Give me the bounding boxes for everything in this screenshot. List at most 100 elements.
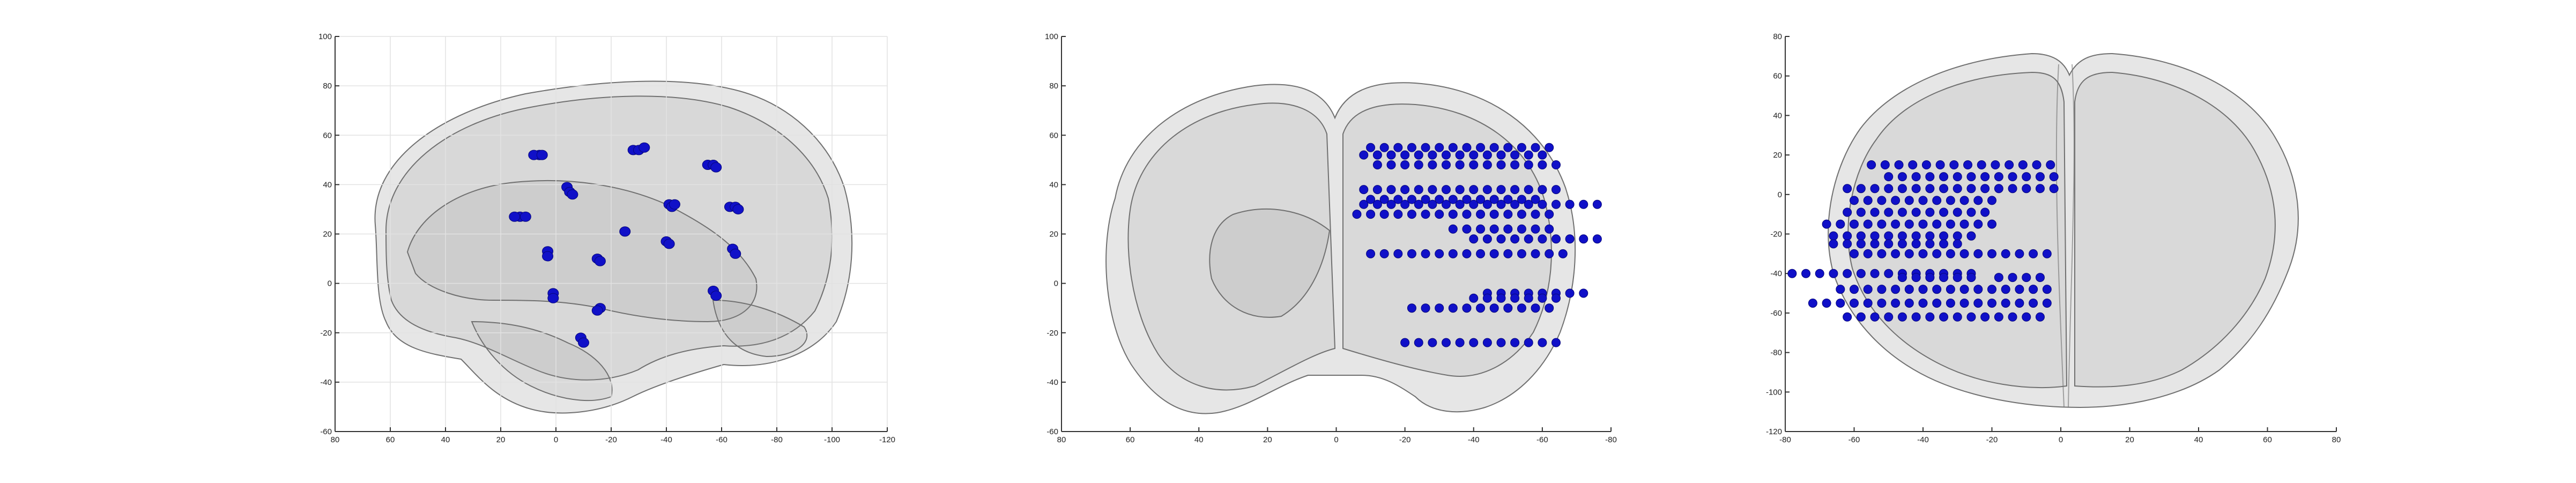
sagittal-electrode-point	[639, 142, 650, 153]
coronal-electrode-point	[1565, 288, 1575, 298]
coronal-electrode-point	[1469, 150, 1479, 160]
sagittal-electrode-point	[710, 291, 722, 301]
coronal-electrode-point	[1469, 160, 1479, 170]
coronal-electrode-point	[1372, 160, 1382, 170]
axial-electrode-point	[1822, 219, 1831, 229]
coronal-electrode-point	[1524, 199, 1533, 209]
coronal-electrode-point	[1517, 195, 1526, 204]
coronal-electrode-point	[1442, 338, 1451, 347]
axial-axes-frame	[1785, 36, 2337, 432]
axial-electrode-point	[2005, 160, 2014, 170]
axial-electrode-point	[2035, 273, 2045, 283]
axial-electrode-point	[1991, 160, 2000, 170]
axial-electrode-point	[1836, 219, 1845, 229]
axial-electrode-point	[2035, 184, 2045, 194]
axial-electrode-point	[1966, 207, 1976, 217]
sagittal-y-tick-label: 60	[323, 131, 332, 140]
sagittal-electrode-point	[732, 204, 744, 214]
axial-electrode-point	[1843, 312, 1852, 322]
coronal-electrode-point	[1400, 160, 1410, 170]
sagittal-y-tick-label: 40	[323, 180, 332, 189]
coronal-electrode-point	[1366, 195, 1376, 204]
axial-electrode-point	[1911, 239, 1921, 249]
coronal-electrode-point	[1442, 160, 1451, 170]
coronal-y-tick-label: -60	[1046, 427, 1058, 436]
axial-electrode-point	[1870, 239, 1880, 249]
axial-electrode-point	[1939, 172, 1949, 182]
axial-electrode-point	[1884, 184, 1894, 194]
axial-electrode-point	[1953, 172, 1962, 182]
axial-electrode-point	[2001, 298, 2010, 308]
axial-view-panel: -80 -60 -40 -20 0 20 40 60 80 -120-100-80-60-40-…	[1766, 32, 2341, 444]
axial-electrode-point	[2032, 160, 2042, 170]
coronal-y-tick-label: -40	[1046, 378, 1058, 387]
axial-electrode-point	[1973, 219, 1983, 229]
axial-electrode-point	[1863, 249, 1873, 258]
coronal-electrode-point	[1565, 234, 1575, 244]
coronal-electrode-point	[1462, 195, 1472, 204]
axial-electrode-point	[1932, 249, 1942, 258]
axial-electrode-point	[1867, 160, 1876, 170]
coronal-electrode-point	[1510, 234, 1520, 244]
coronal-electrode-point	[1455, 185, 1465, 195]
coronal-electrode-point	[1538, 199, 1547, 209]
axial-x-tick-labels: -80 -60 -40 -20 0 20 40 60 80	[1779, 435, 2341, 444]
sagittal-y-tick-label: 0	[328, 279, 332, 288]
axial-electrode-point	[1897, 184, 1907, 194]
axial-electrode-point	[2042, 249, 2052, 258]
axial-electrode-point	[1850, 219, 1859, 229]
coronal-electrode-point	[1393, 195, 1403, 204]
axial-electrode-point	[1880, 160, 1890, 170]
coronal-electrode-point	[1428, 185, 1437, 195]
coronal-electrode-point	[1545, 210, 1554, 219]
coronal-electrode-point	[1565, 199, 1575, 209]
coronal-electrode-point	[1551, 185, 1561, 195]
axial-electrode-point	[1939, 273, 1949, 283]
axial-electrode-point	[1973, 249, 1983, 258]
coronal-electrode-point	[1428, 160, 1437, 170]
axial-electrode-point	[1850, 196, 1859, 205]
coronal-x-tick-label: 80	[1057, 435, 1066, 444]
sagittal-x-tick-label: 20	[496, 435, 506, 444]
coronal-electrode-point	[1469, 199, 1479, 209]
coronal-electrode-point	[1545, 303, 1554, 313]
axial-electrode-point	[1863, 196, 1873, 205]
axial-electrode-point	[1850, 285, 1859, 294]
coronal-electrode-point	[1469, 338, 1479, 347]
axial-electrode-point	[1946, 219, 1955, 229]
axial-electrode-point	[2042, 285, 2052, 294]
coronal-electrode-point	[1524, 234, 1533, 244]
coronal-electrode-point	[1414, 160, 1423, 170]
coronal-electrode-point	[1421, 303, 1430, 313]
coronal-electrode-point	[1455, 338, 1465, 347]
axial-electrode-point	[2008, 184, 2017, 194]
axial-electrode-point	[1994, 172, 2003, 182]
coronal-y-tick-label: -20	[1046, 329, 1058, 338]
coronal-electrode-point	[1400, 199, 1410, 209]
coronal-electrode-point	[1366, 210, 1376, 219]
sagittal-electrode-point	[619, 226, 631, 237]
axial-electrode-point	[1980, 184, 1990, 194]
coronal-x-tick-label: -80	[1605, 435, 1617, 444]
coronal-electrode-point	[1407, 143, 1416, 152]
coronal-electrode-point	[1489, 224, 1499, 234]
coronal-view-panel: 80 60 40 20 0 -20 -40 -60 -80 -60-40-20020406080…	[1045, 32, 1617, 444]
axial-electrode-point	[1829, 239, 1838, 249]
coronal-y-tick-label: 0	[1054, 279, 1058, 288]
coronal-electrode-point	[1482, 338, 1492, 347]
axial-electrode-point	[1787, 269, 1797, 278]
axial-y-tick-label: -40	[1770, 269, 1782, 278]
axial-electrode-point	[1925, 184, 1935, 194]
axial-electrode-point	[1843, 239, 1852, 249]
coronal-electrode-points	[1352, 143, 1602, 347]
axial-electrode-point	[1856, 269, 1866, 278]
coronal-electrode-point	[1538, 150, 1547, 160]
sagittal-electrode-point	[547, 293, 559, 303]
axial-electrode-point	[1925, 273, 1935, 283]
sagittal-y-tick-label: 100	[318, 32, 332, 41]
coronal-electrode-point	[1455, 150, 1465, 160]
axial-electrode-point	[1953, 231, 1962, 241]
coronal-x-tick-label: 20	[1263, 435, 1272, 444]
axial-electrode-point	[1911, 231, 1921, 241]
axial-x-tick-label: -80	[1779, 435, 1791, 444]
